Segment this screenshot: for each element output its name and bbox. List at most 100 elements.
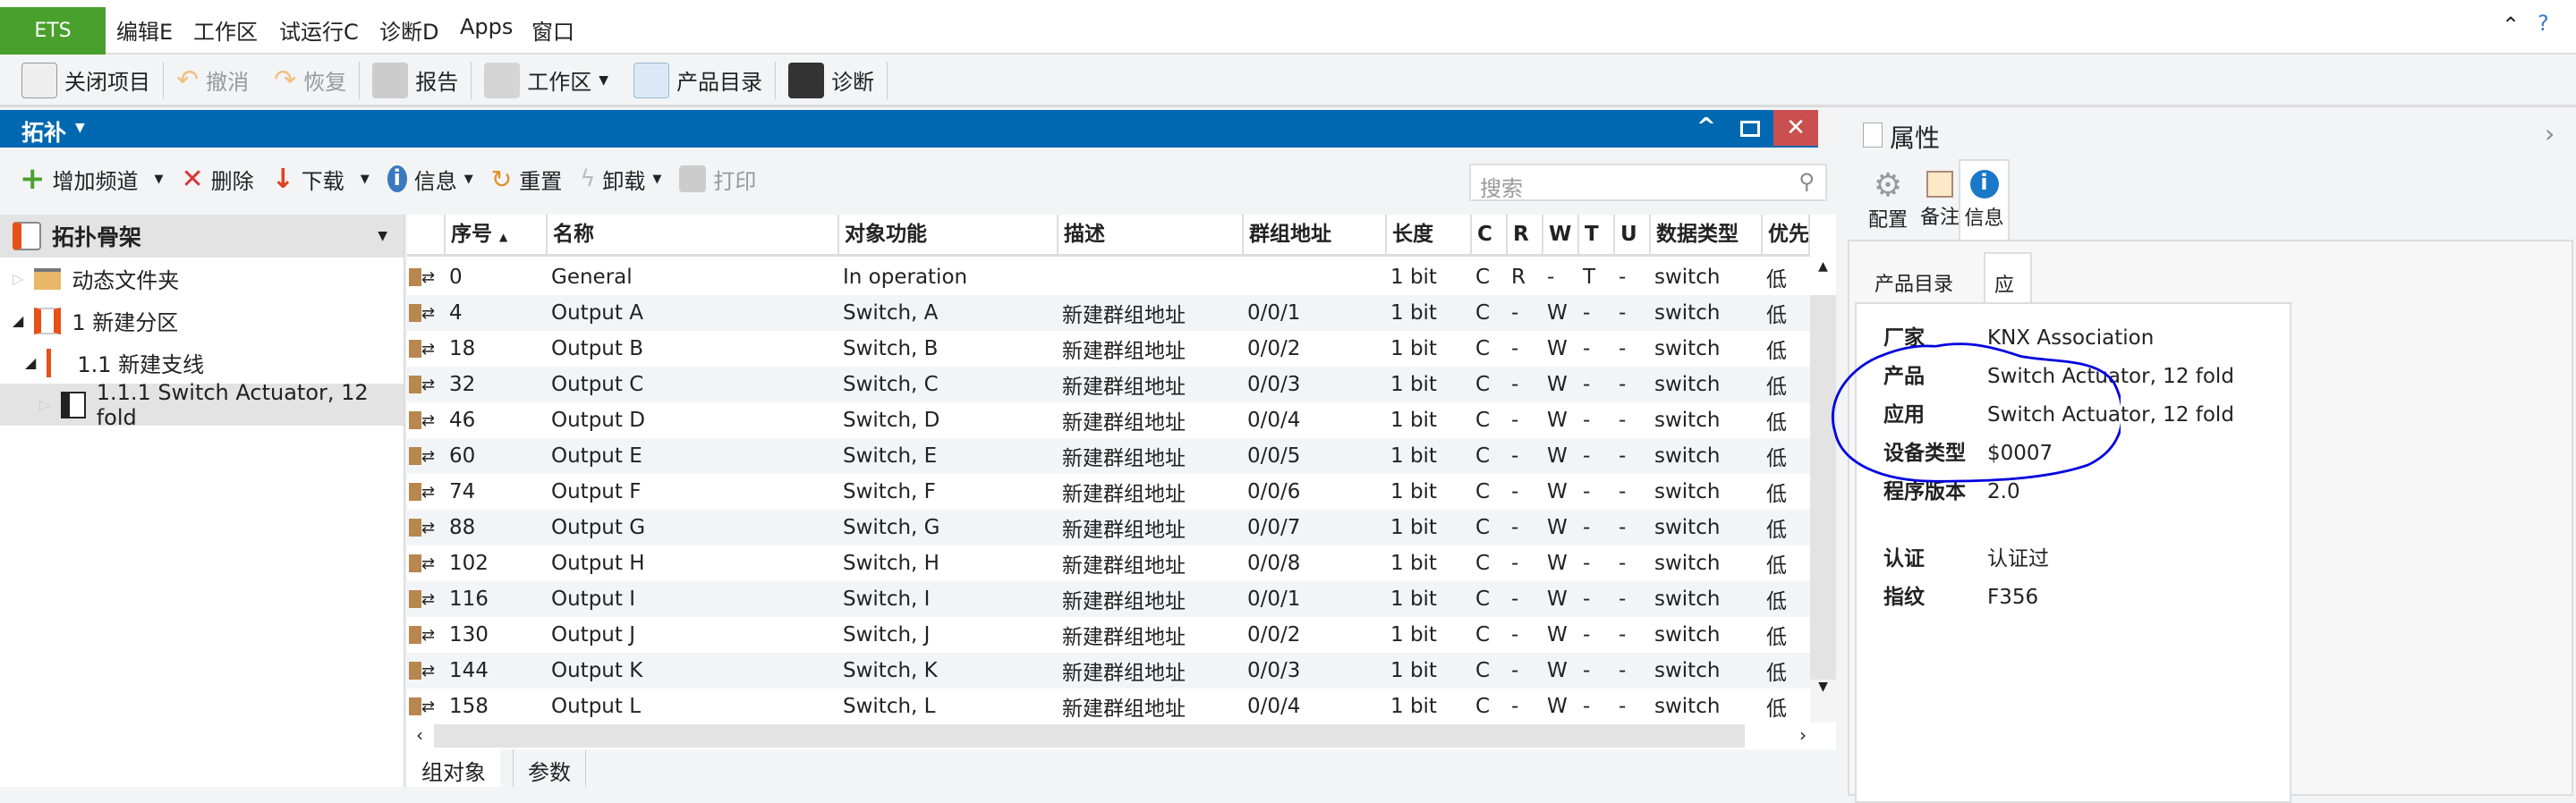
cell-col-r: R <box>1511 266 1526 289</box>
cell-col-u: - <box>1619 409 1627 432</box>
scroll-left-icon[interactable]: ‹ <box>416 724 423 746</box>
download-button[interactable]: ↓ 下载 ▼ <box>263 148 378 210</box>
delete-button[interactable]: ✕ 删除 <box>173 148 263 210</box>
cell-col-t: - <box>1583 587 1591 611</box>
header-col-length[interactable]: 长度 <box>1387 215 1472 254</box>
menu-apps[interactable]: Apps <box>460 14 514 39</box>
tree-item-dynamic-folders[interactable]: ▷ 动态文件夹 <box>0 258 404 300</box>
diagnostics-button[interactable]: 诊断 <box>776 55 887 105</box>
table-row[interactable]: ⇄ 144 Output K Switch, K 新建群组地址 0/0/3 1 bit C - W… <box>407 653 1810 689</box>
header-col-r[interactable]: R <box>1508 215 1543 254</box>
table-row[interactable]: ⇄ 4 Output A Switch, A 新建群组地址 0/0/1 1 bit C - W - -… <box>407 295 1810 331</box>
cell-col-description: 新建群组地址 <box>1062 340 1186 363</box>
tab-comments[interactable]: 备注 <box>1913 167 1967 230</box>
header-col-c[interactable]: C <box>1472 215 1508 254</box>
ets-button[interactable]: ETS <box>0 7 106 55</box>
close-panel-button[interactable]: ✕ <box>1773 110 1818 146</box>
table-row[interactable]: ⇄ 130 Output J Switch, J 新建群组地址 0/0/2 1 bit C - W… <box>407 617 1810 653</box>
print-button[interactable]: 打印 <box>670 148 765 210</box>
tab-configuration[interactable]: ⚙ 配置 <box>1861 167 1915 232</box>
table-row[interactable]: ⇄ 46 Output D Switch, D 新建群组地址 0/0/4 1 bit C - W -… <box>407 402 1810 438</box>
cell-col-u: - <box>1619 373 1627 396</box>
header-col-description[interactable]: 描述 <box>1058 215 1244 254</box>
collapse-panel-icon[interactable]: › <box>2545 119 2555 148</box>
subtab-application[interactable]: 应用 <box>1984 252 2032 325</box>
tree-item-line[interactable]: ◢ 1.1 新建支线 <box>0 342 404 384</box>
table-row[interactable]: ⇄ 158 Output L Switch, L 新建群组地址 0/0/4 1 bit C - W… <box>407 689 1810 724</box>
reset-button[interactable]: ↻ 重置 <box>482 148 571 210</box>
table-row[interactable]: ⇄ 18 Output B Switch, B 新建群组地址 0/0/2 1 bit C - W -… <box>407 331 1810 367</box>
header-col-w[interactable]: W <box>1543 215 1579 254</box>
cell-col-u: - <box>1619 516 1627 539</box>
search-icon[interactable]: ⚲ <box>1798 169 1815 194</box>
add-channel-button[interactable]: + 增加频道 ▼ <box>11 148 173 210</box>
header-col-index[interactable]: 序号 ▲ <box>446 215 548 254</box>
header-col-t[interactable]: T <box>1579 215 1615 254</box>
workspace-button[interactable]: 工作区 ▼ <box>472 55 621 105</box>
search-input[interactable]: 搜索 ⚲ <box>1469 164 1827 201</box>
header-col-function[interactable]: 对象功能 <box>839 215 1058 254</box>
collapse-icon[interactable]: ◢ <box>25 354 37 371</box>
panel-title[interactable]: 拓补 <box>21 120 67 146</box>
catalog-button[interactable]: 产品目录 <box>621 55 775 105</box>
tree-item-device[interactable]: ▷ 1.1.1 Switch Actuator, 12 fold <box>0 380 404 430</box>
tab-parameters[interactable]: 参数 <box>513 749 586 787</box>
scroll-up-icon[interactable]: ▲ <box>1810 259 1836 295</box>
horizontal-scrollbar[interactable]: ‹ › <box>407 723 1836 749</box>
menu-workspace[interactable]: 工作区 <box>193 20 258 45</box>
cell-col-priority: 低 <box>1766 447 1787 470</box>
table-row[interactable]: ⇄ 102 Output H Switch, H 新建群组地址 0/0/8 1 bit C - W… <box>407 545 1810 581</box>
cell-col-length: 1 bit <box>1390 695 1437 718</box>
table-row[interactable]: ⇄ 32 Output C Switch, C 新建群组地址 0/0/3 1 bit C - W -… <box>407 367 1810 402</box>
chevron-down-icon[interactable]: ▼ <box>154 172 164 186</box>
collapse-ribbon-icon[interactable]: ⌃ <box>2502 13 2521 38</box>
tree-item-area[interactable]: ◢ 1 新建分区 <box>0 300 404 342</box>
header-col-name[interactable]: 名称 <box>548 215 839 254</box>
table-row[interactable]: ⇄ 74 Output F Switch, F 新建群组地址 0/0/6 1 bit C - W -… <box>407 474 1810 510</box>
menu-window[interactable]: 窗口 <box>531 20 574 45</box>
field-value: 认证过 <box>1987 547 2049 571</box>
chevron-down-icon[interactable]: ▼ <box>360 172 370 186</box>
tab-information[interactable]: i 信息 <box>1959 159 2010 241</box>
scrollbar-thumb[interactable] <box>434 724 1745 748</box>
search-placeholder: 搜索 <box>1480 176 1523 201</box>
redo-button[interactable]: ↷ 恢复 <box>261 55 359 105</box>
scroll-right-icon[interactable]: › <box>1799 724 1807 746</box>
minimize-panel-icon[interactable]: ^ <box>1696 114 1716 140</box>
info-button[interactable]: i 信息 ▼ <box>378 148 482 210</box>
maximize-icon[interactable] <box>1740 121 1760 137</box>
collapse-icon[interactable]: ◢ <box>13 312 24 329</box>
cell-col-index: 32 <box>449 373 476 396</box>
cell-col-name: General <box>551 266 633 289</box>
cell-col-t: - <box>1583 301 1591 325</box>
scroll-down-icon[interactable]: ▼ <box>1818 680 1828 694</box>
table-row[interactable]: ⇄ 88 Output G Switch, G 新建群组地址 0/0/7 1 bit C - W -… <box>407 510 1810 545</box>
header-col-group-address[interactable]: 群组地址 <box>1244 215 1387 254</box>
menu-edit[interactable]: 编辑E <box>116 20 174 45</box>
scrollbar-thumb[interactable] <box>1810 295 1836 680</box>
table-row[interactable]: ⇄ 60 Output E Switch, E 新建群组地址 0/0/5 1 bit C - W -… <box>407 438 1810 474</box>
chevron-down-icon[interactable]: ▼ <box>75 121 85 135</box>
subtab-catalog[interactable]: 产品目录 <box>1875 274 1954 296</box>
table-row[interactable]: ⇄ 116 Output I Switch, I 新建群组地址 0/0/1 1 bit C - W… <box>407 581 1810 617</box>
help-icon[interactable]: ? <box>2538 11 2549 36</box>
expand-icon[interactable]: ▷ <box>39 396 51 413</box>
expand-icon[interactable]: ▷ <box>13 270 24 287</box>
menu-diagnostics[interactable]: 诊断D <box>379 20 439 45</box>
chevron-down-icon[interactable]: ▼ <box>378 229 387 243</box>
vertical-scrollbar[interactable]: ▲ ▼ <box>1810 259 1836 723</box>
label: 打印 <box>713 168 757 194</box>
close-project-button[interactable]: 关闭项目 <box>9 55 163 105</box>
report-button[interactable]: 报告 <box>360 55 471 105</box>
header-col-u[interactable]: U <box>1615 215 1651 254</box>
header-col-datatype[interactable]: 数据类型 <box>1651 215 1763 254</box>
tab-group-objects[interactable]: 组对象 <box>407 749 500 787</box>
table-row[interactable]: ⇄ 0 General In operation 1 bit C R - T - switch 低 <box>407 259 1810 295</box>
tree-header[interactable]: 拓扑骨架 ▼ <box>0 215 404 258</box>
cell-col-w: W <box>1547 373 1568 396</box>
undo-button[interactable]: ↶ 撤消 <box>164 55 261 105</box>
header-col-priority[interactable]: 优先 <box>1763 215 1810 254</box>
menu-commissioning[interactable]: 试运行C <box>279 20 359 45</box>
cell-col-description: 新建群组地址 <box>1062 447 1186 470</box>
unload-button[interactable]: ϟ 卸载 ▼ <box>571 148 670 210</box>
